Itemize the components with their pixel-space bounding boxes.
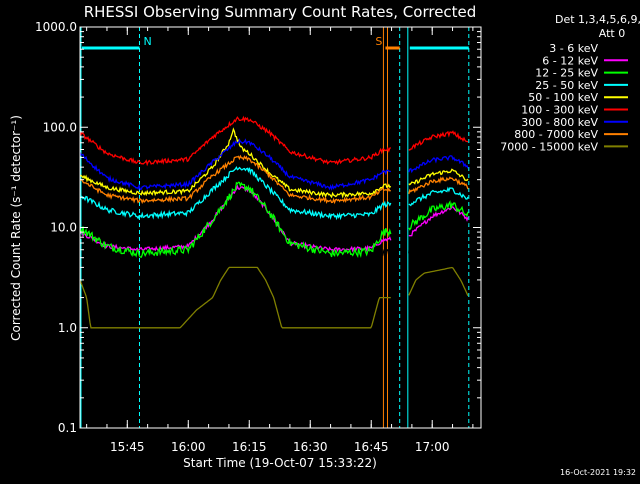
y-axis-label: Corrected Count Rate (s⁻¹ detector⁻¹) xyxy=(9,115,23,341)
y-tick-label: 1.0 xyxy=(58,321,77,335)
legend-entry-label: 800 - 7000 keV xyxy=(514,128,598,141)
series-line xyxy=(408,176,469,195)
y-axis: 0.1 1.0 10.0 100.0 1000.0 xyxy=(35,20,481,435)
legend-entry-label: 100 - 300 keV xyxy=(521,104,598,117)
y-tick-label: 0.1 xyxy=(58,421,77,435)
series-line xyxy=(79,115,391,167)
series-line xyxy=(79,127,392,199)
series-layer xyxy=(79,115,469,329)
generation-timestamp: 16-Oct-2021 19:32 xyxy=(560,468,636,477)
x-tick-label: 15:45 xyxy=(110,440,145,454)
legend-entry-label: 6 - 12 keV xyxy=(542,54,598,67)
legend-entry-label: 300 - 800 keV xyxy=(521,116,598,129)
x-tick-label: 16:45 xyxy=(354,440,389,454)
x-axis-label: Start Time (19-Oct-07 15:33:22) xyxy=(183,456,377,470)
legend-entry-label: 12 - 25 keV xyxy=(535,67,598,80)
series-line xyxy=(408,155,469,174)
x-tick-label: 16:30 xyxy=(293,440,328,454)
series-line xyxy=(79,266,391,329)
night-interval-label: N xyxy=(143,35,151,48)
series-line xyxy=(408,168,469,186)
legend-header-line-2: Att 0 xyxy=(599,27,625,40)
y-tick-label: 10.0 xyxy=(50,221,77,235)
series-line xyxy=(408,266,469,297)
y-tick-label: 1000.0 xyxy=(35,20,77,34)
chart-title: RHESSI Observing Summary Count Rates, Co… xyxy=(84,3,477,21)
series-line xyxy=(408,207,469,254)
legend-entry-label: 3 - 6 keV xyxy=(549,42,598,55)
legend-entry-label: 25 - 50 keV xyxy=(535,79,598,92)
x-axis: 15:45 16:00 16:15 16:30 16:45 17:00 xyxy=(86,27,474,454)
legend-header-line-1: Det 1,3,4,5,6,9, xyxy=(555,13,640,26)
series-line xyxy=(79,200,392,283)
x-tick-label: 16:15 xyxy=(232,440,267,454)
legend-entry-label: 7000 - 15000 keV xyxy=(500,140,598,153)
x-tick-label: 16:00 xyxy=(171,440,206,454)
saa-interval-label: S xyxy=(375,35,382,48)
series-line xyxy=(79,154,391,205)
series-line xyxy=(79,137,392,191)
legend-entry-label: 50 - 100 keV xyxy=(528,91,598,104)
series-line xyxy=(408,186,469,207)
series-line xyxy=(79,181,392,259)
series-line xyxy=(408,200,469,231)
series-line xyxy=(408,130,469,151)
y-tick-label: 100.0 xyxy=(43,120,77,134)
series-line xyxy=(79,166,392,221)
x-tick-label: 17:00 xyxy=(415,440,450,454)
